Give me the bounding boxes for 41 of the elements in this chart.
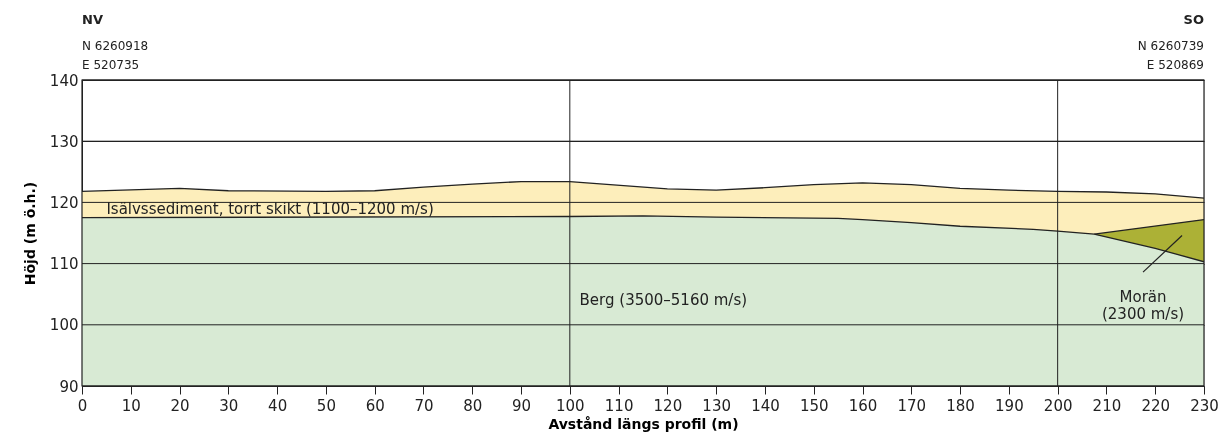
x-tick-label: 60 — [365, 396, 385, 415]
x-tick-label: 80 — [463, 396, 483, 415]
y-axis-title: Höjd (m ö.h.) — [21, 181, 38, 286]
x-tick-label: 180 — [946, 396, 975, 415]
y-tick-label: 140 — [49, 71, 79, 90]
y-tick-label: 100 — [49, 316, 79, 335]
x-tick-label: 70 — [414, 396, 434, 415]
text: N 6260918 — [82, 39, 149, 53]
x-tick-label: 120 — [653, 396, 683, 415]
y-tick-label: 110 — [49, 255, 79, 274]
x-tick-label: 150 — [799, 396, 829, 415]
x-tick-label: 30 — [219, 396, 239, 415]
x-tick-label: 230 — [1190, 396, 1219, 415]
x-tick-label: 170 — [897, 396, 927, 415]
x-tick-label: 50 — [316, 396, 336, 415]
annotation: Berg (3500–5160 m/s) — [579, 291, 748, 310]
x-tick-label: 20 — [170, 396, 190, 415]
x-tick-label: 110 — [604, 396, 634, 415]
x-axis-title: Avstånd längs profil (m) — [548, 415, 739, 432]
x-tick-label: 130 — [702, 396, 731, 415]
annotation: Morän (2300 m/s) — [1101, 287, 1185, 323]
x-tick-label: 140 — [751, 396, 780, 415]
x-tick-label: 200 — [1043, 396, 1073, 415]
y-tick-label: 90 — [59, 377, 79, 396]
x-tick-label: 210 — [1092, 396, 1122, 415]
annotation: Isälvssediment, torrt skikt (1100–1200 m/s) — [106, 199, 434, 218]
x-tick-label: 90 — [512, 396, 532, 415]
x-tick-label: 160 — [848, 396, 878, 415]
text: E 520735 — [82, 58, 140, 72]
text: SO — [1183, 12, 1204, 27]
y-tick-label: 130 — [49, 132, 79, 151]
x-tick-label: 10 — [121, 396, 141, 415]
x-tick-label: 190 — [995, 396, 1024, 415]
text: N 6260739 — [1137, 39, 1204, 53]
x-tick-label: 0 — [77, 396, 88, 415]
text: NV — [82, 12, 103, 27]
text: E 520869 — [1146, 58, 1204, 72]
x-tick-label: 220 — [1141, 396, 1171, 415]
x-tick-label: 100 — [556, 396, 585, 415]
y-tick-label: 120 — [49, 193, 79, 212]
x-tick-label: 40 — [268, 396, 288, 415]
